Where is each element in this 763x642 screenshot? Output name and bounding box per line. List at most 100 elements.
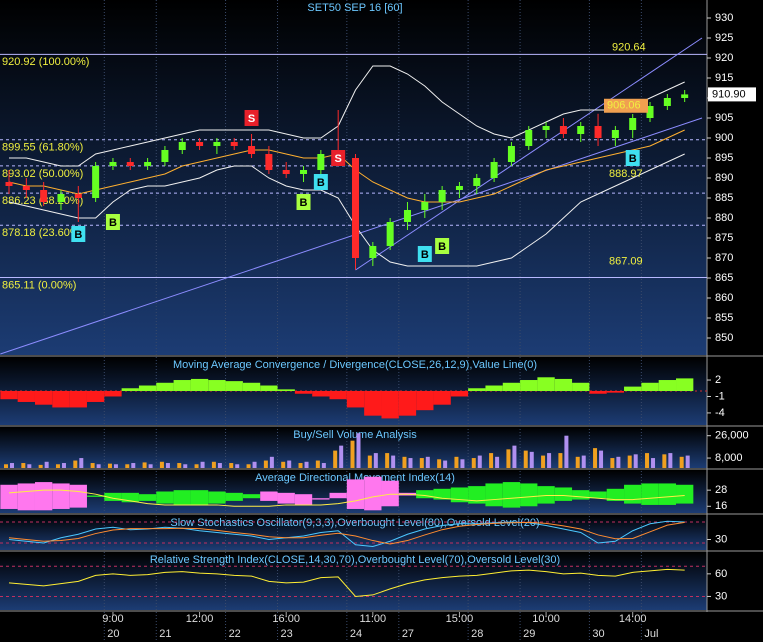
di-spread xyxy=(416,490,434,499)
candle-body xyxy=(57,194,65,202)
di-spread xyxy=(554,487,573,501)
sell-volume xyxy=(321,463,326,468)
candle-body xyxy=(74,194,82,198)
buy-volume xyxy=(55,464,60,468)
y-tick-label: 26,000 xyxy=(715,430,749,442)
y-tick-label: 905 xyxy=(715,112,733,124)
di-spread xyxy=(225,492,243,501)
buy-volume xyxy=(73,460,78,468)
sell-volume xyxy=(200,461,205,468)
axis-background xyxy=(707,515,763,550)
date-label: 23 xyxy=(281,628,293,640)
buy-volume xyxy=(610,458,615,468)
sell-volume xyxy=(391,455,396,468)
di-spread xyxy=(624,484,642,504)
signal-marker xyxy=(417,246,432,262)
sell-volume xyxy=(651,458,656,468)
macd-bar xyxy=(86,391,105,402)
sell-volume xyxy=(685,455,690,468)
di-spread xyxy=(121,492,139,503)
fib-label: 865.11 (0.00%) xyxy=(2,279,76,291)
y-tick-label: 870 xyxy=(715,252,733,264)
macd-bar xyxy=(433,391,451,405)
macd-bar xyxy=(346,391,365,408)
y-tick-label: 915 xyxy=(715,72,733,84)
macd-bar xyxy=(173,380,191,391)
candle-body xyxy=(40,190,48,202)
date-label: 21 xyxy=(159,628,171,640)
di-spread xyxy=(294,494,313,505)
candle-body xyxy=(213,142,221,146)
signal-marker xyxy=(435,238,450,254)
signal-marker xyxy=(331,150,346,166)
candle-body xyxy=(629,118,637,130)
di-spread xyxy=(156,491,174,504)
y-tick-label: 30 xyxy=(715,590,727,602)
buy-volume xyxy=(471,458,476,468)
y-tick-label: 60 xyxy=(715,568,727,580)
buy-volume xyxy=(454,456,459,468)
di-spread xyxy=(450,487,469,503)
di-spread xyxy=(104,492,122,501)
di-spread xyxy=(520,483,538,507)
candle-body xyxy=(455,186,463,190)
y-tick-label: 875 xyxy=(715,232,733,244)
y-tick-label: 895 xyxy=(715,152,733,164)
signal-label: S xyxy=(335,153,342,165)
macd-bar xyxy=(34,391,53,405)
axis-background xyxy=(707,470,763,513)
sell-volume xyxy=(79,458,84,468)
macd-bar xyxy=(208,380,226,391)
signal-label: B xyxy=(421,249,429,261)
buy-volume xyxy=(523,450,528,468)
macd-bar xyxy=(641,382,659,391)
candle-body xyxy=(646,106,654,118)
buy-volume xyxy=(211,461,216,468)
candle-body xyxy=(403,210,411,222)
y-tick-label: -4 xyxy=(715,407,725,419)
candle-body xyxy=(144,162,152,166)
panel-background xyxy=(0,515,707,550)
di-spread xyxy=(329,492,347,499)
date-label: Jul xyxy=(644,628,658,640)
sell-volume xyxy=(113,464,118,468)
di-spread xyxy=(381,480,399,507)
sell-volume xyxy=(547,453,552,468)
sell-volume xyxy=(529,451,534,468)
candle-body xyxy=(126,162,134,166)
buy-volume xyxy=(558,453,563,468)
macd-bar xyxy=(364,391,382,416)
buy-volume xyxy=(662,454,667,468)
candle-body xyxy=(542,126,550,130)
sell-volume xyxy=(165,463,170,468)
y-tick-label: 860 xyxy=(715,292,733,304)
di-spread xyxy=(312,498,330,500)
signal-label: B xyxy=(74,229,82,241)
candle-body xyxy=(230,142,238,146)
candle-body xyxy=(282,170,290,174)
di-spread xyxy=(0,484,18,509)
macd-bar xyxy=(52,391,70,408)
buy-volume xyxy=(38,464,43,468)
axis-background xyxy=(707,357,763,425)
buy-volume xyxy=(90,463,95,468)
buy-volume xyxy=(194,464,199,468)
annotation-box xyxy=(604,98,648,113)
di-spread xyxy=(34,482,53,511)
y-tick-label: 865 xyxy=(715,272,733,284)
buy-volume xyxy=(419,458,424,468)
axis-background xyxy=(707,427,763,468)
buy-volume xyxy=(627,455,632,468)
signal-marker xyxy=(244,110,259,126)
di-spread xyxy=(277,492,295,504)
buy-volume xyxy=(385,453,390,468)
candle-body xyxy=(386,222,394,246)
time-label: 12:00 xyxy=(186,613,214,625)
candle-body xyxy=(473,178,481,186)
sell-volume xyxy=(10,463,14,468)
sell-volume xyxy=(373,453,378,468)
time-label: 14:00 xyxy=(619,613,647,625)
di-spread xyxy=(502,482,521,508)
y-tick-label: 855 xyxy=(715,312,733,324)
candle-body xyxy=(109,162,117,166)
